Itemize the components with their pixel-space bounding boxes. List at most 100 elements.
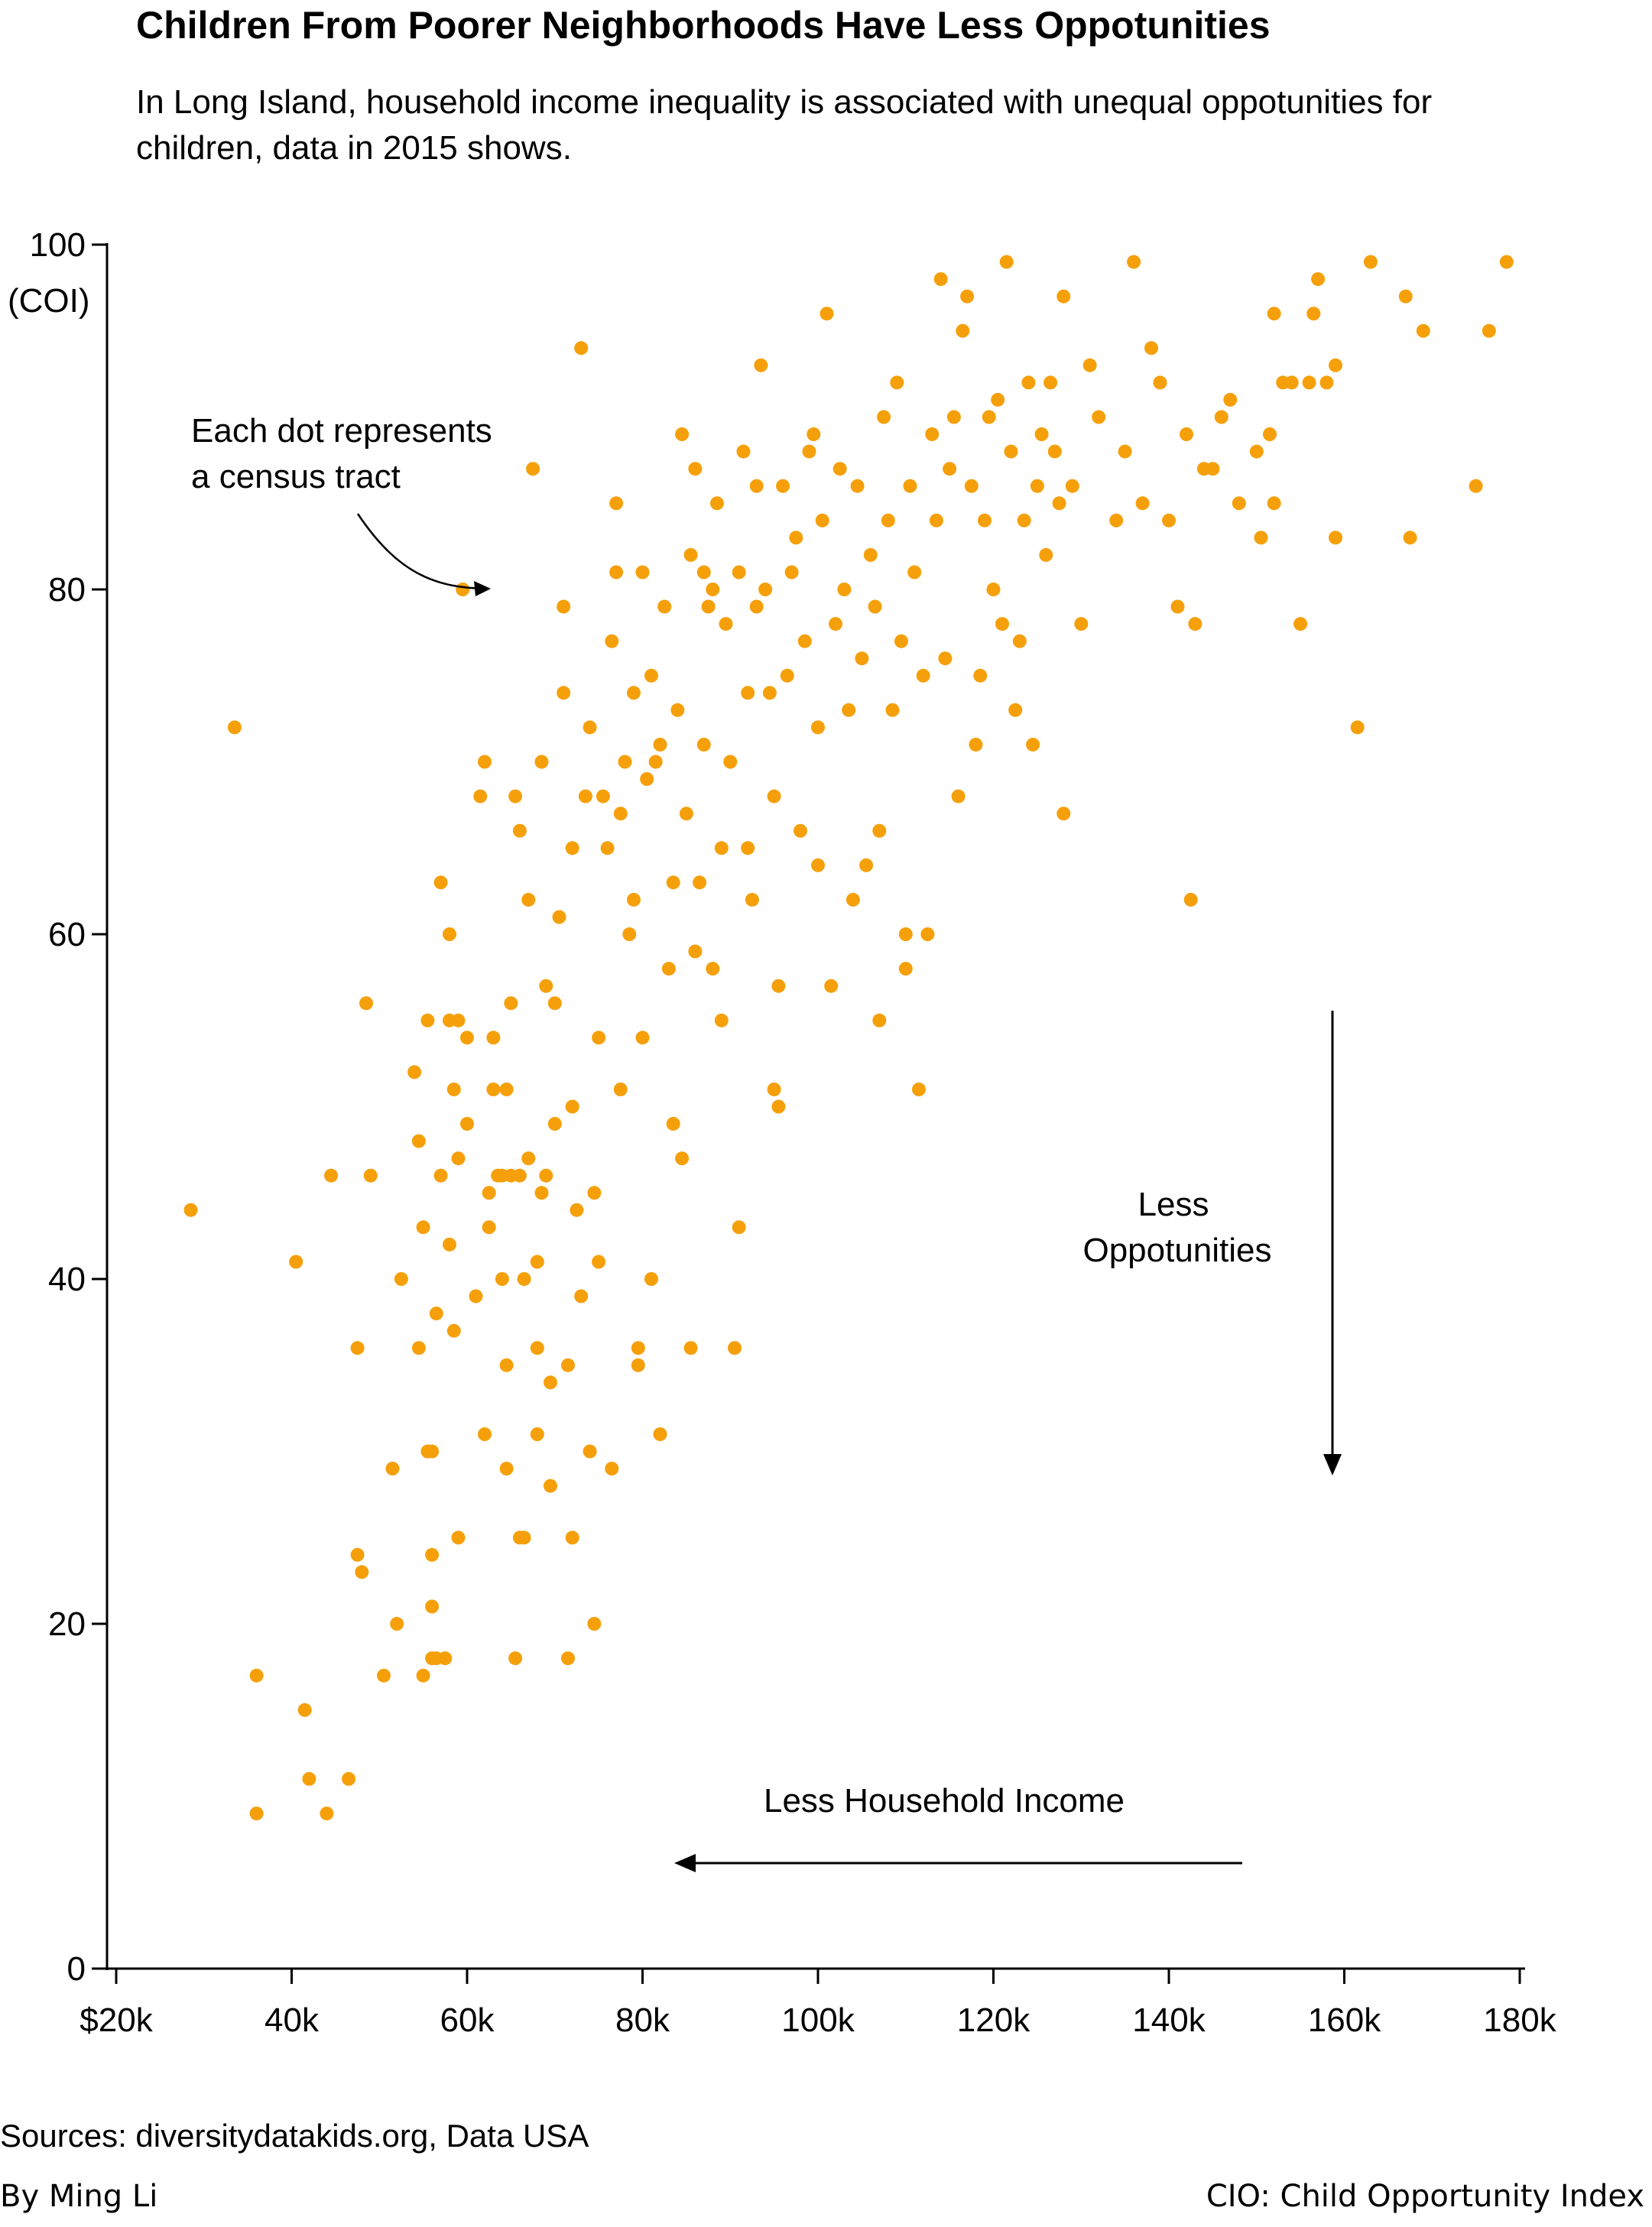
- data-point: [1109, 513, 1124, 528]
- data-point: [1223, 392, 1238, 407]
- data-point: [499, 1462, 514, 1475]
- data-point: [885, 703, 900, 717]
- data-point: [842, 703, 856, 717]
- data-point: [438, 1651, 453, 1666]
- data-point: [696, 738, 711, 752]
- data-point: [613, 1083, 628, 1096]
- data-point: [850, 479, 865, 493]
- data-point: [758, 583, 773, 596]
- data-point: [683, 547, 698, 562]
- data-point: [544, 1375, 557, 1390]
- data-point: [951, 789, 966, 803]
- data-point: [530, 1341, 544, 1355]
- data-point: [767, 789, 781, 803]
- data-point: [592, 1031, 606, 1045]
- data-point: [640, 772, 654, 786]
- data-point: [797, 634, 812, 648]
- data-point: [504, 996, 518, 1011]
- data-point: [767, 1083, 781, 1096]
- data-point: [907, 565, 922, 579]
- data-point: [741, 841, 755, 855]
- data-point: [324, 1168, 339, 1183]
- data-point: [627, 686, 641, 700]
- data-point: [1082, 358, 1097, 372]
- data-point: [999, 255, 1014, 269]
- data-point: [829, 617, 842, 631]
- data-point: [688, 944, 703, 959]
- source-note: Sources: diversitydatakids.org, Data USA: [0, 2118, 589, 2154]
- data-point: [1214, 410, 1228, 424]
- data-point: [249, 1668, 264, 1683]
- data-point: [596, 789, 610, 803]
- data-point: [1034, 427, 1049, 441]
- data-point: [1363, 255, 1378, 269]
- data-point: [609, 496, 624, 511]
- data-point: [890, 375, 904, 390]
- data-point: [1039, 547, 1053, 562]
- data-point: [460, 1031, 474, 1045]
- data-point: [499, 1083, 514, 1096]
- data-point: [1026, 738, 1040, 752]
- data-point: [600, 841, 615, 855]
- data-point: [446, 1323, 461, 1338]
- data-point: [517, 1531, 531, 1545]
- data-point: [811, 720, 825, 735]
- data-point: [587, 1186, 602, 1200]
- data-point: [1469, 479, 1483, 493]
- data-point: [1267, 496, 1281, 511]
- data-point: [302, 1771, 316, 1786]
- data-point: [872, 1013, 887, 1027]
- data-point: [565, 1531, 579, 1545]
- data-point: [1398, 289, 1413, 304]
- data-point: [1092, 410, 1106, 424]
- x-tick-label: 40k: [265, 2001, 320, 2039]
- data-point: [749, 599, 764, 614]
- data-point: [714, 841, 729, 855]
- data-point: [820, 307, 834, 321]
- data-point: [1302, 375, 1316, 390]
- data-point: [1017, 513, 1031, 528]
- x-tick-label: 60k: [440, 2001, 495, 2039]
- data-point: [986, 583, 1001, 596]
- data-point: [526, 462, 540, 476]
- data-point: [635, 565, 650, 579]
- data-point: [583, 1444, 597, 1459]
- data-point: [574, 341, 589, 355]
- x-axis-ticks: $20k 40k 60k 80k 100k 120k 140k 160k 180k: [80, 1969, 1557, 2039]
- y-tick-label: 40: [48, 1261, 86, 1298]
- y-tick-label: 0: [67, 1950, 86, 1988]
- data-point: [425, 1547, 440, 1562]
- left-arrow-head: [674, 1854, 696, 1872]
- data-point: [1153, 375, 1167, 390]
- data-point: [837, 583, 852, 596]
- data-point: [605, 634, 619, 648]
- data-point: [964, 479, 979, 493]
- data-point: [544, 1479, 557, 1493]
- data-point: [666, 875, 680, 890]
- data-point: [675, 1151, 690, 1166]
- data-point: [539, 1168, 553, 1183]
- data-point: [1206, 462, 1220, 476]
- data-point: [1319, 375, 1334, 390]
- data-point: [661, 962, 676, 976]
- data-point: [1350, 720, 1365, 735]
- data-point: [499, 1358, 514, 1372]
- data-point: [320, 1807, 334, 1821]
- data-point: [845, 892, 860, 907]
- data-point: [960, 289, 975, 304]
- data-point: [1188, 617, 1202, 631]
- data-point: [486, 1083, 501, 1096]
- data-point: [583, 720, 597, 735]
- annotation-less-income: Less Household Income: [764, 1782, 1125, 1820]
- data-point: [456, 583, 470, 596]
- data-point: [1329, 358, 1342, 372]
- data-point: [723, 755, 738, 769]
- data-point: [679, 807, 693, 821]
- data-point: [1249, 444, 1264, 459]
- data-point: [635, 1031, 650, 1045]
- y-tick-label: 80: [48, 571, 86, 609]
- data-point: [1306, 307, 1321, 321]
- data-point: [929, 513, 943, 528]
- data-point: [482, 1186, 496, 1200]
